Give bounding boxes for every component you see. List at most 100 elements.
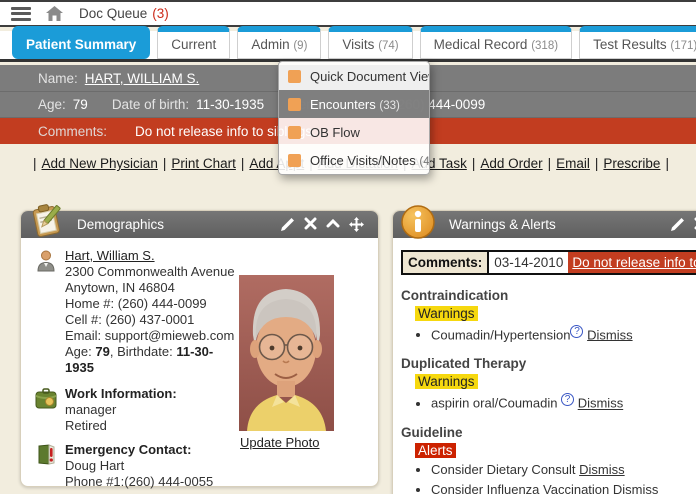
tab-label: Visits bbox=[342, 37, 375, 52]
tab-label: Medical Record bbox=[433, 37, 528, 52]
menu-item-quick-document-view[interactable]: Quick Document View bbox=[279, 62, 429, 90]
panel-title: Demographics bbox=[77, 217, 165, 232]
tab-count: (9) bbox=[293, 40, 308, 52]
tab-count: (74) bbox=[378, 40, 399, 52]
tab-admin[interactable]: Admin (9) bbox=[237, 26, 322, 59]
tab-label: Test Results bbox=[593, 37, 667, 52]
visits-dropdown-menu: Quick Document View Encounters (33) OB F… bbox=[278, 61, 430, 175]
dismiss-link[interactable]: Dismiss bbox=[587, 327, 633, 343]
panel-title: Warnings & Alerts bbox=[449, 217, 556, 232]
tab-label: Current bbox=[171, 37, 217, 52]
demographics-header: Demographics bbox=[21, 204, 378, 238]
separator: | bbox=[33, 156, 37, 171]
menu-bullet-icon bbox=[288, 97, 301, 111]
tab-visits[interactable]: Visits (74) bbox=[328, 26, 413, 59]
work-line: Retired bbox=[65, 418, 107, 433]
patient-age: Age: 79 bbox=[38, 97, 88, 112]
name-label: Name: bbox=[38, 70, 78, 86]
patient-name-link[interactable]: HART, WILLIAM S. bbox=[84, 70, 200, 86]
tab-medical-record[interactable]: Medical Record (318) bbox=[419, 26, 573, 59]
tab-test-results[interactable]: Test Results (171) bbox=[579, 26, 696, 59]
menu-bullet-icon bbox=[288, 153, 301, 167]
tab-count: (318) bbox=[531, 40, 559, 52]
add-new-physician-link[interactable]: Add New Physician bbox=[41, 156, 158, 171]
alert-list: Consider Dietary Consult Dismiss Conside… bbox=[431, 462, 696, 494]
demographics-body: Hart, William S. 2300 Commonwealth Avenu… bbox=[21, 238, 378, 490]
menu-item-label: OB Flow bbox=[310, 124, 360, 140]
tab-current[interactable]: Current bbox=[157, 26, 231, 59]
update-photo-link[interactable]: Update Photo bbox=[240, 435, 320, 450]
warning-list: aspirin oral/Coumadin ? Dismiss bbox=[431, 393, 696, 411]
warnings-alerts-panel: Warnings & Alerts Comments: 03-14-2010 D… bbox=[392, 205, 696, 494]
comments-label: Comments: bbox=[38, 123, 108, 139]
tab-label: Patient Summary bbox=[26, 37, 137, 52]
demographics-panel: Demographics Hart, William S. 2300 Commo… bbox=[20, 204, 379, 490]
info-icon bbox=[400, 204, 436, 243]
separator: | bbox=[240, 156, 245, 171]
close-icon[interactable] bbox=[304, 217, 317, 232]
doc-queue-link[interactable]: Doc Queue bbox=[79, 6, 148, 21]
work-info-label: Work Information: bbox=[65, 386, 177, 401]
separator: | bbox=[547, 156, 552, 171]
help-icon[interactable]: ? bbox=[570, 325, 584, 338]
home-phone: Home #: (260) 444-0099 bbox=[65, 296, 207, 311]
dismiss-link[interactable]: Dismiss bbox=[612, 481, 659, 494]
emergency-contact-label: Emergency Contact: bbox=[65, 442, 192, 457]
patient-photo bbox=[239, 275, 334, 431]
clipboard-icon bbox=[28, 203, 64, 240]
patient-name-demographics[interactable]: Hart, William S. bbox=[65, 248, 155, 263]
warnings-header: Warnings & Alerts bbox=[393, 205, 696, 239]
edit-icon[interactable] bbox=[670, 217, 685, 232]
hamburger-menu-icon[interactable] bbox=[11, 6, 31, 21]
doc-queue-count: (3) bbox=[152, 6, 169, 21]
separator: | bbox=[665, 156, 669, 171]
alert-comments-box: Comments: 03-14-2010 Do not release info… bbox=[401, 250, 696, 275]
age-birthdate-line: Age: 79, Birthdate: 11-30-1935 bbox=[65, 344, 214, 375]
emergency-book-icon bbox=[27, 442, 65, 490]
menu-item-label: Office Visits/Notes (41) bbox=[310, 152, 430, 168]
alert-item: Consider Dietary Consult Dismiss bbox=[431, 462, 696, 478]
help-icon[interactable]: ? bbox=[561, 393, 575, 407]
menu-bullet-icon bbox=[288, 69, 301, 83]
address-line2: Anytown, IN 46804 bbox=[65, 280, 175, 295]
menu-item-ob-flow[interactable]: OB Flow bbox=[279, 118, 429, 146]
tab-count: (171) bbox=[670, 40, 696, 52]
menu-item-label: Quick Document View bbox=[310, 68, 430, 84]
separator: | bbox=[162, 156, 167, 171]
dismiss-link[interactable]: Dismiss bbox=[579, 461, 625, 477]
work-row: Work Information: manager Retired bbox=[27, 386, 370, 434]
add-order-link[interactable]: Add Order bbox=[480, 156, 543, 171]
section-heading: Contraindication bbox=[401, 288, 509, 303]
tab-bar: Patient Summary Current Admin (9) Visits… bbox=[0, 26, 696, 62]
emergency-row: Emergency Contact: Doug Hart Phone #1:(2… bbox=[27, 442, 370, 490]
menu-bullet-icon bbox=[288, 125, 301, 139]
patient-dob: Date of birth: 11-30-1935 bbox=[111, 97, 265, 112]
section-heading: Guideline bbox=[401, 424, 463, 440]
menu-item-encounters[interactable]: Encounters (33) bbox=[279, 90, 429, 118]
work-line: manager bbox=[65, 402, 117, 417]
warning-item: Coumadin/Hypertension? Dismiss bbox=[431, 325, 696, 343]
briefcase-icon bbox=[27, 386, 65, 434]
cell-phone: Cell #: (260) 437-0001 bbox=[65, 312, 195, 327]
move-icon[interactable] bbox=[349, 217, 364, 232]
prescribe-link[interactable]: Prescribe bbox=[603, 156, 661, 171]
section-heading: Duplicated Therapy bbox=[401, 356, 527, 372]
email-link[interactable]: Email bbox=[556, 156, 590, 171]
separator: | bbox=[471, 156, 476, 171]
tab-patient-summary[interactable]: Patient Summary bbox=[12, 26, 151, 59]
edit-icon[interactable] bbox=[280, 217, 295, 232]
menu-item-office-visits-notes[interactable]: Office Visits/Notes (41) bbox=[279, 146, 429, 174]
print-chart-link[interactable]: Print Chart bbox=[171, 156, 236, 171]
separator: | bbox=[594, 156, 599, 171]
alert-comments-date: 03-14-2010 bbox=[489, 252, 569, 273]
tab-label: Admin bbox=[251, 37, 290, 52]
warnings-body: Comments: 03-14-2010 Do not release info… bbox=[393, 238, 696, 494]
home-icon[interactable] bbox=[46, 6, 63, 21]
address-line1: 2300 Commonwealth Avenue bbox=[65, 264, 235, 279]
alert-comments-link[interactable]: Do not release info to siblings. bbox=[568, 252, 696, 273]
dismiss-link[interactable]: Dismiss bbox=[577, 395, 624, 411]
warnings-badge: Warnings bbox=[415, 374, 478, 390]
emergency-name: Doug Hart bbox=[65, 458, 125, 473]
collapse-icon[interactable] bbox=[326, 217, 340, 232]
